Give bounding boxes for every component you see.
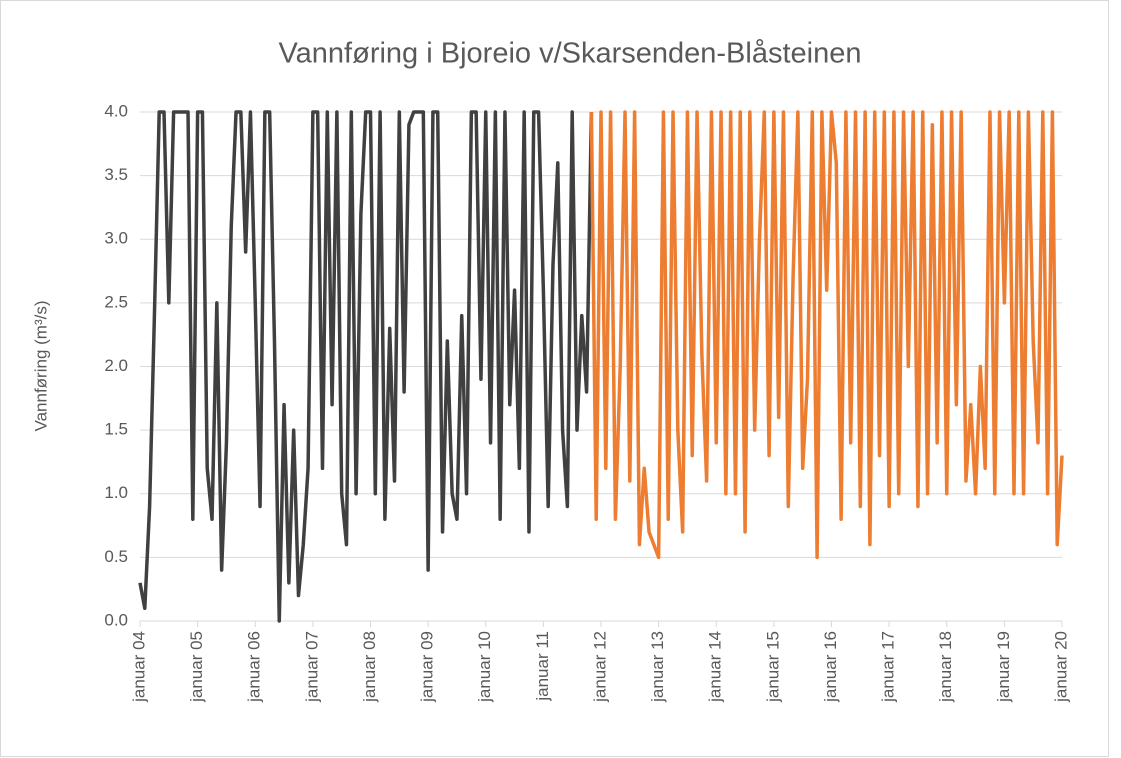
y-tick-label: 4.0 [104,101,128,120]
y-tick-label: 3.5 [104,165,128,184]
x-tick-label: januar 09 [418,631,437,703]
chart-title: Vannføring i Bjoreio v/Skarsenden-Blåste… [278,38,861,70]
x-tick-label: januar 04 [129,631,148,703]
x-tick-label: januar 10 [475,631,494,703]
x-tick-label: januar 17 [879,631,898,703]
x-tick-label: januar 05 [187,631,206,703]
data-line [138,110,594,623]
y-tick-label: 2.0 [104,356,128,375]
x-tick-label: januar 07 [302,631,321,703]
y-tick-label: 1.5 [104,420,128,439]
x-tick-label: januar 13 [648,631,667,703]
x-tick-label: januar 20 [1051,631,1070,703]
x-tick-label: januar 08 [360,631,379,703]
y-tick-label: 1.0 [104,483,128,502]
y-axis-label: Vannføring (m³/s) [31,301,50,432]
x-tick-label: januar 16 [821,631,840,703]
plot-area [138,110,1064,623]
x-tick-label: januar 14 [706,631,725,703]
x-tick-label: januar 15 [763,631,782,703]
data-line [589,110,1064,560]
y-tick-label: 2.5 [104,292,128,311]
y-tick-label: 0.0 [104,610,128,629]
x-tick-label: januar 19 [994,631,1013,703]
x-tick-label: januar 06 [245,631,264,703]
x-tick-label: januar 18 [936,631,955,703]
y-tick-label: 0.5 [104,547,128,566]
y-tick-label: 3.0 [104,229,128,248]
x-tick-label: januar 12 [590,631,609,703]
x-tick-label: januar 11 [533,631,552,702]
